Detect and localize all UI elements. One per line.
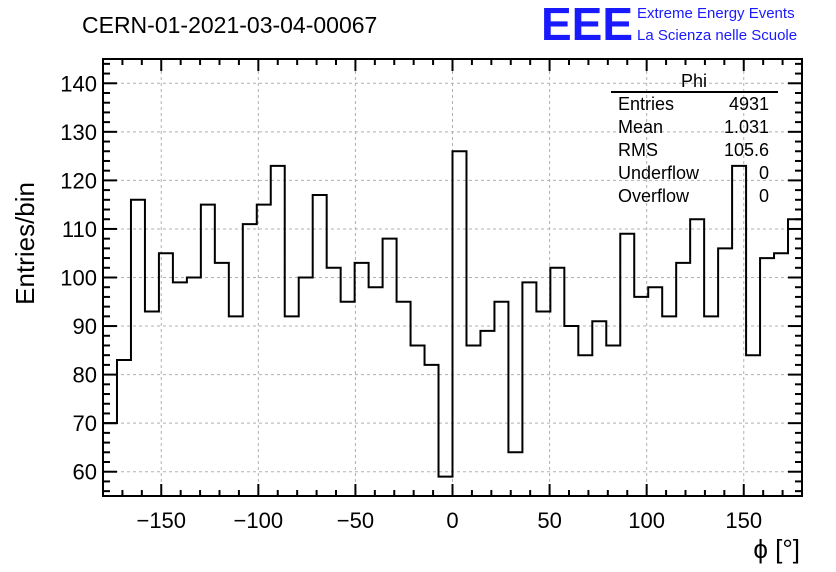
histogram-bin <box>257 205 271 496</box>
histogram-bin <box>648 287 662 496</box>
x-tick-label: 100 <box>628 508 665 533</box>
histogram-bin <box>536 311 550 496</box>
histogram-bin <box>676 263 690 496</box>
histogram-bin <box>508 452 522 496</box>
histogram-bin <box>466 345 480 496</box>
stats-title: Phi <box>681 71 707 91</box>
chart-title: CERN-01-2021-03-04-00067 <box>82 12 377 38</box>
histogram-bin <box>704 316 718 496</box>
histogram-bin <box>383 239 397 496</box>
stats-row: Entries 4931 <box>618 94 769 114</box>
stats-rms-label: RMS <box>618 140 658 160</box>
stats-row: Mean 1.031 <box>618 117 769 137</box>
x-tick-labels: −150 −100 −50 0 50 100 150 <box>136 508 762 533</box>
histogram-bin <box>187 278 201 497</box>
y-tick-label: 90 <box>73 314 97 339</box>
logo-line-2: La Scienza nelle Scuole <box>637 27 797 44</box>
histogram-bin <box>215 263 229 496</box>
x-tick-label: 150 <box>725 508 762 533</box>
x-tick-label: 50 <box>537 508 561 533</box>
histogram-bin <box>494 302 508 496</box>
histogram-bin <box>425 365 439 496</box>
eee-logo-mark: EEE <box>541 0 633 50</box>
y-tick-label: 100 <box>60 266 97 291</box>
histogram-bin <box>117 360 131 496</box>
histogram-outline <box>103 150 802 478</box>
stats-box: Phi Entries 4931 Mean 1.031 RMS 105.6 Un… <box>611 71 778 206</box>
histogram-bin <box>606 345 620 496</box>
x-axis-title: ϕ [°] <box>753 534 800 564</box>
axis-ticks <box>102 59 803 496</box>
histogram-bin <box>341 302 355 496</box>
x-tick-label: 0 <box>446 508 458 533</box>
histogram-bin <box>229 316 243 496</box>
histogram-bin <box>201 205 215 496</box>
histogram-bin <box>327 268 341 496</box>
stats-overflow-value: 0 <box>759 186 769 206</box>
histogram-bin <box>620 234 634 496</box>
histogram-bin <box>550 268 564 496</box>
y-tick-label: 120 <box>60 168 97 193</box>
stats-row: RMS 105.6 <box>618 140 769 160</box>
histogram-bin <box>173 282 187 496</box>
histogram-bin <box>439 477 453 496</box>
y-tick-labels: 60 70 80 90 100 110 120 130 140 <box>60 71 97 484</box>
x-tick-label: −150 <box>136 508 186 533</box>
stats-underflow-value: 0 <box>759 163 769 183</box>
stats-underflow-label: Underflow <box>618 163 700 183</box>
histogram-bin <box>243 224 257 496</box>
y-tick-label: 110 <box>62 217 97 242</box>
stats-rms-value: 105.6 <box>724 140 769 160</box>
x-tick-label: −50 <box>337 508 374 533</box>
histogram-bin <box>662 316 676 496</box>
stats-row: Underflow 0 <box>618 163 769 183</box>
histogram-bin <box>634 297 648 496</box>
histogram-bin <box>285 316 299 496</box>
histogram-bin <box>397 302 411 496</box>
y-axis-title: Entries/bin <box>10 182 40 305</box>
histogram-bin <box>592 321 606 496</box>
histogram-bin <box>411 345 425 496</box>
histogram-bin <box>453 151 467 496</box>
histogram-bin <box>271 166 285 496</box>
histogram-bin <box>746 355 760 496</box>
y-tick-label: 130 <box>60 120 97 145</box>
histogram-bin <box>522 282 536 496</box>
stats-overflow-label: Overflow <box>618 186 690 206</box>
stats-row: Overflow 0 <box>618 186 769 206</box>
histogram-bin <box>564 326 578 496</box>
x-tick-label: −100 <box>234 508 284 533</box>
histogram-bin <box>760 258 774 496</box>
histogram-bin <box>355 263 369 496</box>
histogram-bin <box>313 195 327 496</box>
stats-entries-value: 4931 <box>729 94 769 114</box>
histogram-bin <box>718 248 732 496</box>
stats-mean-value: 1.031 <box>724 117 769 137</box>
histogram-bin <box>145 311 159 496</box>
eee-logo: EEE Extreme Energy Events La Scienza nel… <box>541 0 797 50</box>
histogram-bin <box>299 278 313 497</box>
histogram-bin <box>690 219 704 496</box>
histogram-bin <box>131 200 145 496</box>
y-tick-label: 80 <box>73 363 97 388</box>
histogram-bin <box>578 355 592 496</box>
histogram-bin <box>103 423 117 496</box>
histogram-bin <box>788 219 802 496</box>
logo-line-1: Extreme Energy Events <box>637 5 795 22</box>
y-tick-label: 70 <box>73 411 97 436</box>
y-tick-label: 140 <box>60 71 97 96</box>
y-tick-label: 60 <box>73 460 97 485</box>
stats-mean-label: Mean <box>618 117 663 137</box>
stats-entries-label: Entries <box>618 94 674 114</box>
histogram-bin <box>369 287 383 496</box>
